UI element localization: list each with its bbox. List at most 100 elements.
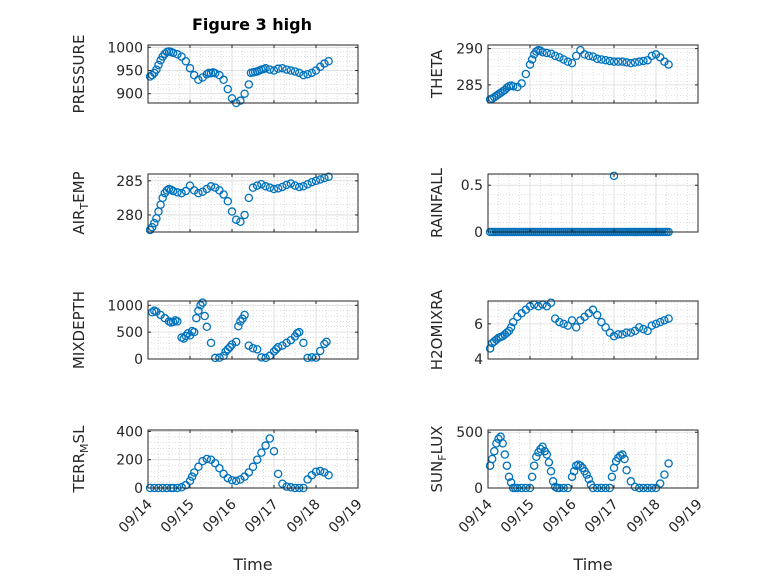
data-point — [550, 51, 560, 61]
data-point — [147, 70, 157, 80]
data-point — [173, 317, 182, 326]
data-point — [177, 483, 186, 492]
y-axis-label: RAINFALL — [428, 167, 446, 238]
data-point — [618, 330, 627, 339]
data-point — [265, 183, 275, 192]
data-point — [580, 50, 589, 59]
data-point — [538, 442, 547, 451]
data-point — [168, 317, 178, 327]
data-point — [162, 186, 172, 195]
y-tick-label: 280 — [116, 208, 143, 224]
plot-area — [148, 430, 358, 488]
data-point — [231, 215, 241, 224]
data-point — [261, 63, 270, 73]
data-point — [278, 479, 287, 489]
axes-box — [147, 300, 359, 360]
data-point — [181, 331, 191, 341]
data-point — [244, 193, 254, 203]
data-point — [257, 179, 266, 189]
y-tick-label: 0 — [134, 481, 143, 497]
data-point — [651, 50, 661, 59]
data-point — [324, 56, 333, 66]
data-point — [634, 57, 644, 66]
data-point — [257, 448, 266, 457]
x-tick-label: 09/15 — [498, 496, 538, 536]
data-point — [664, 314, 673, 323]
y-tick-label: 500 — [116, 325, 143, 341]
y-axis-label: THETA — [428, 49, 446, 99]
data-point — [147, 222, 157, 232]
data-point — [532, 452, 541, 462]
x-tick-label: 09/18 — [624, 496, 664, 536]
data-point — [215, 463, 224, 473]
data-point — [576, 45, 585, 55]
plot-area — [148, 174, 358, 232]
data-point — [210, 458, 220, 468]
data-point — [189, 468, 199, 477]
data-point — [546, 49, 556, 58]
subplot-h2omixra: 4 6 H2OMIXRA — [428, 289, 699, 370]
data-point — [307, 177, 317, 187]
data-point — [502, 328, 512, 337]
data-point — [320, 468, 329, 477]
y-tick-label: 0 — [474, 481, 483, 497]
data-point — [521, 69, 531, 79]
data-point — [206, 338, 216, 348]
data-point — [303, 179, 312, 189]
data-point — [508, 317, 518, 327]
data-point — [183, 328, 193, 338]
axes-box — [487, 44, 699, 104]
data-point — [563, 57, 573, 66]
data-point — [609, 171, 619, 181]
y-axis-label: MIXDEPTH — [70, 291, 88, 369]
data-point — [290, 181, 300, 190]
subplot-rainfall: 0 0.5 RAINFALL — [428, 167, 699, 241]
data-point — [548, 477, 558, 486]
data-point — [504, 472, 514, 482]
x-tick-label: 09/19 — [326, 496, 366, 536]
data-point — [236, 475, 245, 484]
data-point — [194, 188, 203, 198]
data-point — [529, 461, 539, 470]
data-point — [273, 469, 283, 479]
data-point — [236, 217, 245, 227]
data-point — [252, 455, 262, 464]
y-tick-label: 900 — [116, 87, 143, 103]
data-point — [278, 63, 287, 73]
data-point — [660, 470, 669, 479]
data-point — [542, 48, 552, 58]
data-point — [315, 346, 325, 356]
data-point — [588, 52, 598, 61]
data-point — [622, 465, 631, 475]
y-axis-label-part: SUN — [428, 461, 446, 493]
data-point — [500, 450, 510, 459]
y-axis-label: AIRTEMP — [70, 171, 91, 234]
data-point — [508, 82, 518, 91]
data-point — [622, 58, 631, 67]
data-point — [643, 326, 652, 336]
data-point — [286, 483, 296, 492]
data-point — [240, 89, 249, 98]
data-point — [240, 310, 249, 320]
data-point — [639, 56, 648, 66]
data-point — [198, 456, 207, 466]
y-tick-label: 285 — [116, 174, 143, 190]
data-point — [185, 63, 195, 73]
data-point — [257, 353, 266, 362]
y-tick-label: 1000 — [107, 40, 143, 56]
data-point — [202, 184, 212, 194]
data-point — [261, 353, 270, 363]
data-point — [303, 353, 312, 363]
data-point — [269, 66, 279, 75]
data-point — [496, 88, 505, 98]
data-point — [307, 68, 317, 78]
axes-box — [487, 173, 699, 233]
data-point — [536, 444, 545, 454]
data-point — [269, 184, 279, 194]
plot-area — [488, 174, 698, 232]
data-point — [244, 80, 254, 89]
y-tick-label: 0 — [134, 352, 143, 368]
data-point — [221, 347, 230, 356]
data-point — [584, 474, 594, 484]
